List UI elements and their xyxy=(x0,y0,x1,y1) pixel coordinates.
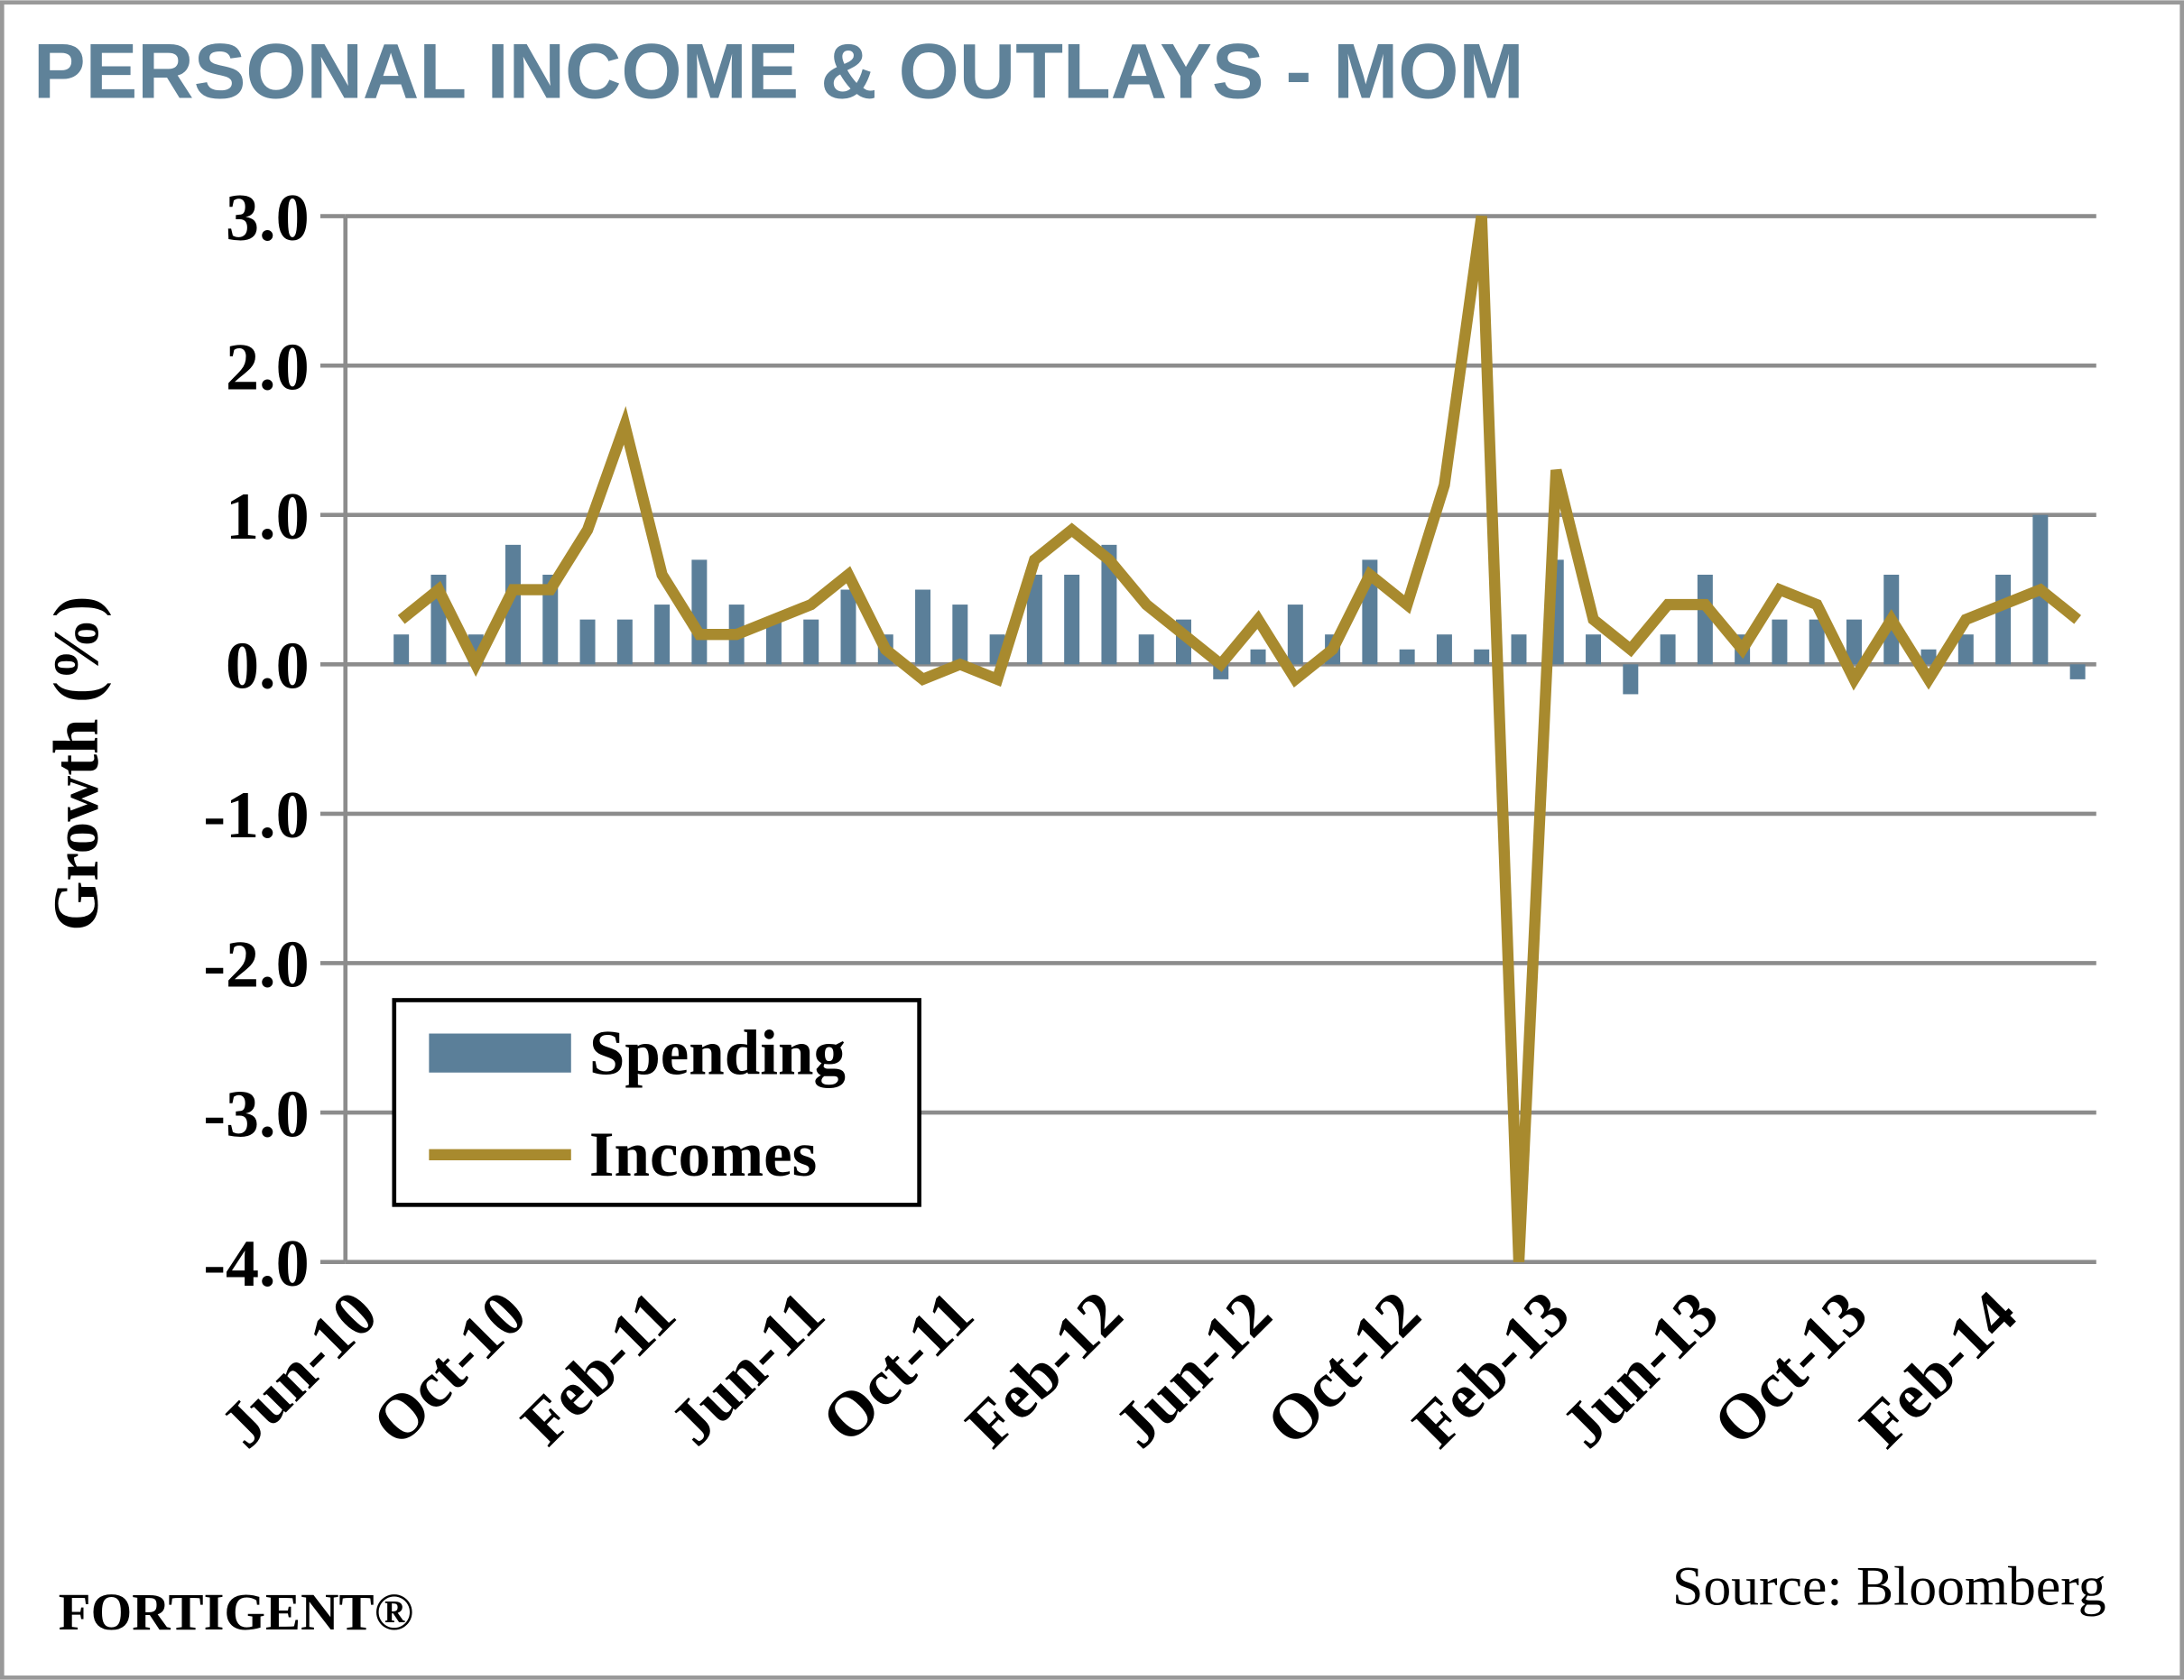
bar xyxy=(393,634,410,665)
line xyxy=(397,215,2081,1262)
y-tick-label: -4.0 xyxy=(203,1227,309,1301)
bar xyxy=(691,559,708,665)
brand: FORTIGENT® xyxy=(59,1583,414,1641)
bar xyxy=(1623,664,1639,695)
bar xyxy=(915,589,931,665)
bar xyxy=(1399,649,1415,665)
y-tick-label: 3.0 xyxy=(226,181,310,255)
y-axis-label: Growth (%) xyxy=(42,595,112,930)
bar xyxy=(1809,619,1825,665)
bar xyxy=(1436,634,1452,665)
bar xyxy=(1138,634,1154,665)
legend-label: Incomes xyxy=(589,1120,817,1190)
bar xyxy=(840,589,856,665)
y-tick-label: 1.0 xyxy=(226,480,310,554)
bar xyxy=(803,619,819,665)
y-tick-label: -1.0 xyxy=(203,779,309,853)
bar xyxy=(505,544,521,665)
bar xyxy=(2069,664,2086,679)
y-tick-label: 2.0 xyxy=(226,330,310,404)
legend-swatch xyxy=(429,1033,571,1073)
bar xyxy=(1026,574,1042,665)
bar xyxy=(1287,605,1303,665)
bar xyxy=(1064,574,1080,665)
y-tick-label: -3.0 xyxy=(203,1077,309,1151)
bar xyxy=(952,605,968,665)
bar xyxy=(1772,619,1788,665)
y-tick-label: -2.0 xyxy=(203,928,309,1002)
bar xyxy=(765,619,782,665)
y-tick-label: 0.0 xyxy=(226,630,310,704)
bar xyxy=(1586,634,1602,665)
bar xyxy=(1511,634,1527,665)
bar xyxy=(1995,574,2012,665)
source: Source: Bloomberg xyxy=(1672,1555,2106,1617)
bar xyxy=(1101,544,1117,665)
bar xyxy=(1474,649,1490,665)
bar xyxy=(1846,619,1862,665)
legend-label: Spending xyxy=(589,1018,846,1088)
chart-title: PERSONAL INCOME & OUTLAYS - MOM xyxy=(33,28,1523,115)
bar xyxy=(1957,634,1974,665)
bar xyxy=(1660,634,1676,665)
bar xyxy=(1920,649,1937,665)
bar xyxy=(654,605,671,665)
bar xyxy=(542,574,559,665)
bar xyxy=(616,619,633,665)
bar xyxy=(1697,574,1713,665)
bar xyxy=(579,619,596,665)
bar xyxy=(1250,649,1266,665)
